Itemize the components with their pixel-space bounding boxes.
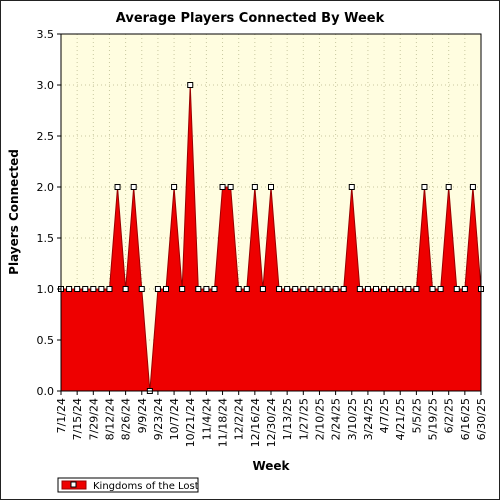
data-point bbox=[211, 286, 218, 292]
y-axis-label: Players Connected bbox=[7, 149, 21, 275]
x-tick-label: 12/2/24 bbox=[233, 398, 246, 440]
x-tick-label: 6/16/25 bbox=[459, 398, 472, 440]
data-point bbox=[405, 286, 412, 292]
x-tick-label: 3/10/25 bbox=[346, 398, 359, 440]
series-area bbox=[60, 84, 482, 392]
x-tick-label: 11/18/24 bbox=[217, 398, 230, 447]
x-tick-label: 8/12/24 bbox=[103, 398, 116, 440]
data-point bbox=[66, 286, 73, 292]
x-tick-label: 8/26/24 bbox=[120, 398, 133, 440]
x-tick-label: 12/16/24 bbox=[249, 398, 262, 447]
x-tick-label: 2/24/25 bbox=[330, 398, 343, 440]
data-point bbox=[251, 184, 258, 190]
data-point bbox=[122, 286, 129, 292]
x-tick-label: 9/9/24 bbox=[136, 398, 149, 433]
x-tick-label: 7/15/24 bbox=[71, 398, 84, 440]
x-tick-label: 7/1/24 bbox=[55, 398, 68, 433]
y-tick-label: 0.0 bbox=[37, 385, 55, 398]
x-tick-label: 10/7/24 bbox=[168, 398, 181, 440]
y-tick-label: 0.5 bbox=[37, 334, 55, 347]
chart-title: Average Players Connected By Week bbox=[116, 11, 385, 26]
data-point bbox=[154, 286, 161, 292]
y-tick-label: 1.0 bbox=[37, 283, 55, 296]
x-tick-label: 4/21/25 bbox=[394, 398, 407, 440]
x-tick-label: 5/19/25 bbox=[427, 398, 440, 440]
data-point bbox=[453, 286, 460, 292]
data-point bbox=[106, 286, 113, 292]
data-point bbox=[259, 286, 266, 292]
data-point bbox=[74, 286, 81, 292]
legend-box bbox=[57, 477, 199, 493]
data-point bbox=[332, 286, 339, 292]
data-point bbox=[219, 184, 226, 190]
data-point bbox=[203, 286, 210, 292]
data-point bbox=[276, 286, 283, 292]
data-point bbox=[187, 82, 194, 88]
data-point bbox=[98, 286, 105, 292]
data-point bbox=[227, 184, 234, 190]
series-area-layer bbox=[60, 84, 482, 392]
data-point bbox=[243, 286, 250, 292]
data-point bbox=[413, 286, 420, 292]
x-tick-label: 2/10/25 bbox=[313, 398, 326, 440]
data-point bbox=[300, 286, 307, 292]
x-tick-label: 1/13/25 bbox=[281, 398, 294, 440]
x-tick-label: 9/23/24 bbox=[152, 398, 165, 440]
data-point bbox=[340, 286, 347, 292]
x-tick-label: 3/24/25 bbox=[362, 398, 375, 440]
x-tick-label: 10/21/24 bbox=[184, 398, 197, 447]
x-axis-label: Week bbox=[252, 459, 290, 473]
x-tick-label: 12/30/24 bbox=[265, 398, 278, 447]
data-point bbox=[268, 184, 274, 190]
data-point bbox=[284, 286, 291, 292]
data-point bbox=[381, 286, 388, 292]
y-tick-label: 2.5 bbox=[37, 130, 55, 143]
data-point bbox=[437, 286, 444, 292]
data-point bbox=[348, 184, 355, 190]
data-point bbox=[292, 286, 299, 292]
data-point bbox=[389, 286, 396, 292]
data-point bbox=[90, 286, 97, 292]
y-tick-label: 1.5 bbox=[37, 232, 55, 245]
data-point bbox=[429, 286, 436, 292]
y-tick-label: 3.0 bbox=[37, 79, 55, 92]
data-point bbox=[114, 184, 121, 190]
x-axis-ticks: 7/1/24 7/15/24 7/29/24 8/12/24 8/26/24 9/9/24… bbox=[55, 391, 488, 447]
data-point bbox=[356, 286, 363, 292]
data-point bbox=[195, 286, 202, 292]
data-point bbox=[308, 286, 315, 292]
x-tick-label: 6/30/25 bbox=[475, 398, 488, 440]
data-point bbox=[397, 286, 404, 292]
x-tick-label: 11/4/24 bbox=[200, 398, 213, 440]
data-point bbox=[171, 184, 178, 190]
y-tick-label: 2.0 bbox=[37, 181, 55, 194]
y-axis-ticks: 0.0 0.5 1.0 1.5 2.0 2.5 3.0 3.5 bbox=[37, 28, 61, 398]
y-tick-label: 3.5 bbox=[37, 28, 55, 41]
x-tick-label: 7/29/24 bbox=[87, 398, 100, 440]
x-tick-label: 4/7/25 bbox=[378, 398, 391, 433]
x-tick-label: 1/27/25 bbox=[297, 398, 310, 440]
data-point bbox=[445, 184, 452, 190]
legend-marker bbox=[70, 481, 77, 488]
data-point bbox=[138, 286, 145, 292]
data-point bbox=[324, 286, 331, 292]
data-point bbox=[469, 184, 476, 190]
data-point bbox=[179, 286, 186, 292]
data-point bbox=[316, 286, 323, 292]
data-point bbox=[163, 286, 169, 292]
data-point bbox=[421, 184, 428, 190]
x-tick-label: 6/2/25 bbox=[443, 398, 456, 433]
data-point bbox=[364, 286, 371, 292]
data-point bbox=[373, 286, 379, 292]
series-markers bbox=[58, 82, 484, 394]
data-point bbox=[235, 286, 242, 292]
data-point bbox=[461, 286, 468, 292]
x-tick-label: 5/5/25 bbox=[410, 398, 423, 433]
data-point bbox=[82, 286, 89, 292]
legend-label: Kingdoms of the Lost bbox=[93, 481, 199, 492]
data-point bbox=[130, 184, 137, 190]
legend: Kingdoms of the Lost bbox=[57, 477, 199, 493]
